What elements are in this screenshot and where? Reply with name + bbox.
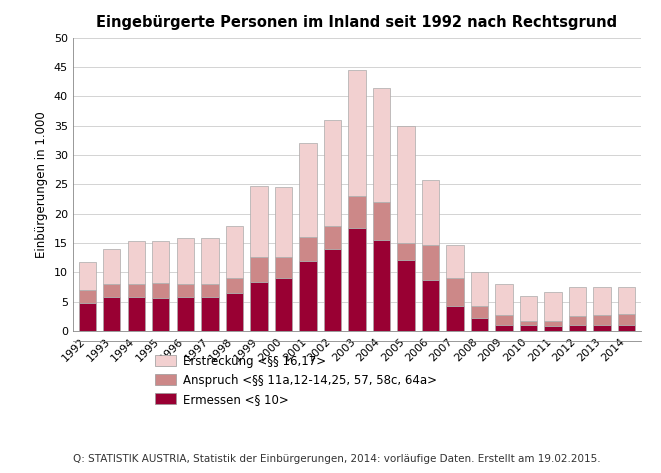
Bar [226,293,243,331]
Bar [520,296,537,321]
Bar [422,245,439,280]
Bar [446,307,463,331]
Y-axis label: Einbürgerungen in 1.000: Einbürgerungen in 1.000 [35,111,48,258]
Bar [226,226,243,278]
Bar [299,261,317,331]
Bar [348,196,366,228]
Bar [422,180,439,245]
Bar [594,287,611,315]
Bar [79,303,96,331]
Bar [324,249,341,331]
Bar [569,287,586,316]
Bar [545,326,562,331]
Bar [103,284,120,297]
Bar [202,297,219,331]
Bar [446,245,463,278]
Bar [299,143,317,237]
Bar [471,272,488,307]
Bar [251,282,268,331]
Bar [299,237,317,261]
Bar [397,260,414,331]
Bar [177,284,194,297]
Bar [618,287,635,314]
Bar [446,278,463,307]
Bar [594,325,611,331]
Bar [177,297,194,331]
Bar [128,284,145,297]
Bar [520,325,537,331]
Bar [79,290,96,303]
Bar [177,238,194,284]
Bar [373,240,390,331]
Bar [152,298,169,331]
Bar [324,226,341,249]
Bar [103,249,120,284]
Bar [251,257,268,282]
Bar [348,70,366,196]
Bar [569,316,586,325]
Bar [545,321,562,326]
Bar [545,292,562,321]
Bar [495,284,512,315]
Bar [495,325,512,331]
Bar [202,284,219,297]
Bar [251,185,268,257]
Bar [471,307,488,318]
Bar [226,278,243,293]
Bar [324,120,341,226]
Text: Q: STATISTIK AUSTRIA, Statistik der Einbürgerungen, 2014: vorläufige Daten. Erst: Q: STATISTIK AUSTRIA, Statistik der Einb… [73,454,600,464]
Bar [348,228,366,331]
Bar [275,257,292,278]
Bar [618,325,635,331]
Bar [373,202,390,240]
Bar [275,278,292,331]
Bar [202,238,219,284]
Bar [373,88,390,202]
Bar [495,315,512,325]
Bar [128,241,145,284]
Bar [618,314,635,325]
Bar [471,318,488,331]
Bar [79,262,96,290]
Bar [569,325,586,331]
Bar [397,126,414,243]
Bar [422,280,439,331]
Bar [152,241,169,283]
Bar [594,315,611,325]
Bar [397,243,414,260]
Bar [128,297,145,331]
Bar [152,283,169,298]
Legend: Erstreckung <§§ 16,17>, Anspruch <§§ 11a,12-14,25, 57, 58c, 64a>, Ermessen <§ 10: Erstreckung <§§ 16,17>, Anspruch <§§ 11a… [151,351,441,409]
Bar [520,321,537,325]
Bar [275,187,292,257]
Title: Eingebürgerte Personen im Inland seit 1992 nach Rechtsgrund: Eingebürgerte Personen im Inland seit 19… [97,15,617,30]
Bar [103,297,120,331]
